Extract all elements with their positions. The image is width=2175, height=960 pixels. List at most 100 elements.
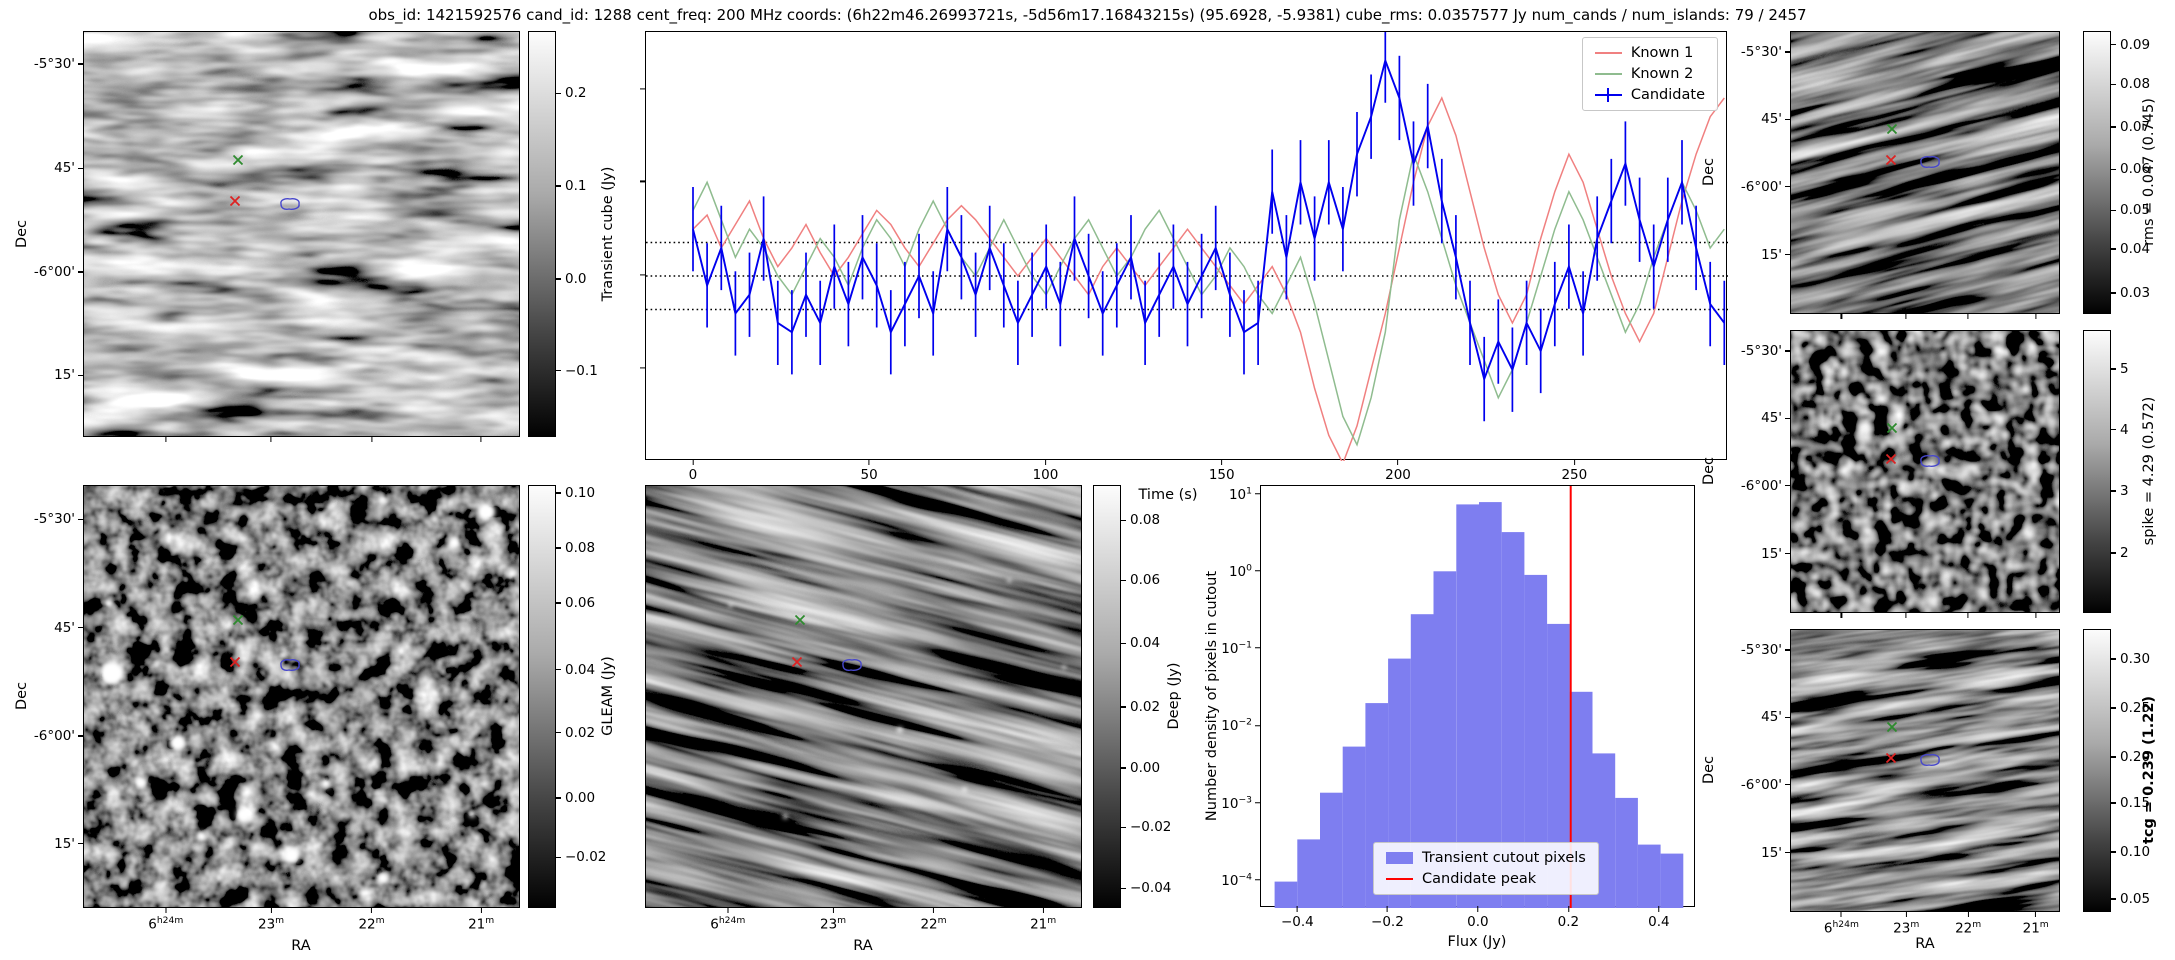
tick: -6°00' — [34, 728, 84, 744]
tick-mark — [556, 492, 561, 494]
tick: 45' — [54, 160, 84, 176]
lightcurve-panel: 0 50 100 150 200 250 Known 1 Known 2 Candidat… — [640, 31, 1728, 483]
tick-mark — [2111, 368, 2116, 370]
tick: 6h24m — [1824, 911, 1859, 937]
tick-mark — [556, 669, 561, 671]
tick: 2 — [2111, 545, 2129, 561]
tcg-colorbar-gradient — [2083, 629, 2111, 912]
tick: 23m — [820, 907, 846, 933]
tick: 0.0 — [556, 271, 586, 287]
transient-cube-image — [84, 32, 519, 437]
deep-image — [646, 486, 1081, 908]
tick-mark — [480, 907, 482, 913]
tick: 0.06 — [556, 595, 595, 611]
tick-label: 15' — [1761, 844, 1782, 861]
tick-label: 21m — [468, 915, 495, 933]
legend-item-known2: Known 2 — [1594, 66, 1705, 82]
tick: 250 — [1561, 459, 1587, 483]
tick-label: −0.2 — [1371, 914, 1404, 930]
tick: 22m — [1955, 911, 1981, 937]
tick-label: 0.05 — [2120, 890, 2151, 907]
legend-item-cutout-pixels: Transient cutout pixels — [1386, 850, 1586, 866]
tick-label: 0.00 — [1130, 759, 1161, 776]
spike-colorbar-label: spike = 4.29 (0.572) — [2141, 396, 2157, 546]
tick: 0.4 — [1648, 906, 1670, 930]
tcg-colorbar: 0.30 0.25 0.20 0.15 0.10 0.05 — [2083, 629, 2150, 912]
deep-colorbar-label: Deep (Jy) — [1166, 662, 1182, 730]
tick-label: 0 — [688, 467, 698, 483]
tick: 45' — [1761, 111, 1791, 127]
tick-label: 15' — [1761, 246, 1782, 263]
tick-label: 0.30 — [2120, 650, 2151, 667]
tick: 0.06 — [1121, 572, 1160, 588]
tick-mark — [556, 732, 561, 734]
tick-mark — [165, 436, 167, 442]
tick-label: 45' — [1761, 709, 1782, 726]
tick: -6°00' — [1741, 179, 1791, 195]
tick: 0.30 — [2111, 651, 2150, 667]
transient-colorbar: 0.2 0.1 0.0 −0.1 — [528, 31, 598, 437]
tick-label: 0.02 — [565, 724, 596, 741]
tick-label: 3 — [2120, 483, 2129, 500]
deep-colorbar-gradient — [1093, 485, 1121, 908]
tick-label: -6°00' — [1740, 477, 1782, 494]
known2-line-icon — [1594, 67, 1622, 81]
tick-mark — [2035, 911, 2037, 917]
deep-colorbar: 0.08 0.06 0.04 0.02 0.00 −0.02 −0.04 — [1093, 485, 1171, 908]
tick-label: 6h24m — [1823, 919, 1859, 937]
tick-mark — [556, 278, 561, 280]
tick-label: -6°00' — [1740, 776, 1782, 793]
tick: -6°00' — [34, 264, 84, 280]
tick-mark — [556, 370, 561, 372]
figure-title: obs_id: 1421592576 cand_id: 1288 cent_fr… — [368, 6, 1807, 24]
tick: 10−2 — [1221, 717, 1261, 734]
tick-label: 0.06 — [1130, 572, 1161, 589]
tick: −0.1 — [556, 363, 598, 379]
tick: 21m — [2023, 911, 2049, 937]
tick-label: 150 — [1208, 467, 1235, 483]
histogram-patch-icon — [1386, 851, 1413, 865]
tick-label: 250 — [1561, 467, 1588, 483]
tick-label: 0.2 — [1557, 914, 1580, 930]
tick-label: 100 — [1228, 562, 1252, 580]
tick: -6°00' — [1741, 777, 1791, 793]
tick-label: 50 — [860, 467, 878, 483]
tick-label: 45' — [1761, 111, 1782, 128]
tick: 0.09 — [2111, 37, 2150, 53]
tick: 21m — [468, 907, 494, 933]
deep-panel: 6h24m 23m 22m 21m — [645, 485, 1082, 933]
tick: 4 — [2111, 422, 2129, 438]
tick-mark — [2111, 851, 2116, 853]
tick-label: 0.2 — [565, 85, 587, 102]
tick-mark — [1905, 313, 1907, 319]
tick-mark — [370, 436, 373, 442]
tick-label: 0.04 — [565, 661, 596, 678]
tick-label: 0.04 — [1130, 635, 1161, 652]
tick-mark — [2111, 658, 2116, 660]
tick: 0.2 — [556, 85, 586, 101]
tcg-panel: -5°30' 45' -6°00' 15' 6h24m 23m 22m 21m — [1741, 629, 2060, 937]
tick: 0.10 — [2111, 844, 2150, 860]
tick-mark — [2111, 429, 2116, 431]
tick — [370, 436, 373, 444]
tick-mark — [2111, 209, 2116, 211]
gleam-colorbar: 0.10 0.08 0.06 0.04 0.02 0.00 −0.02 — [528, 485, 606, 908]
dec-axis-label: Dec — [1701, 755, 1717, 785]
ra-axis-label: RA — [291, 938, 311, 954]
tick-label: -5°30' — [1740, 641, 1782, 658]
tick-label: 22m — [920, 915, 947, 933]
dec-axis-label: Dec — [1701, 456, 1717, 486]
tick: 22m — [920, 907, 947, 933]
tick-label: 22m — [358, 915, 385, 933]
tick — [637, 88, 646, 90]
tick: 0.2 — [1558, 906, 1579, 930]
tick-label: 0.09 — [2120, 36, 2151, 53]
rms-colorbar-gradient — [2083, 31, 2111, 314]
tick-mark — [480, 436, 482, 442]
tick-mark — [1042, 907, 1044, 913]
tick-label: 6h24m — [148, 915, 184, 933]
tick-mark — [2111, 756, 2116, 758]
tick: −0.4 — [1281, 906, 1314, 930]
tick-label: 100 — [1032, 467, 1059, 483]
tick-label: -5°30' — [33, 511, 75, 528]
